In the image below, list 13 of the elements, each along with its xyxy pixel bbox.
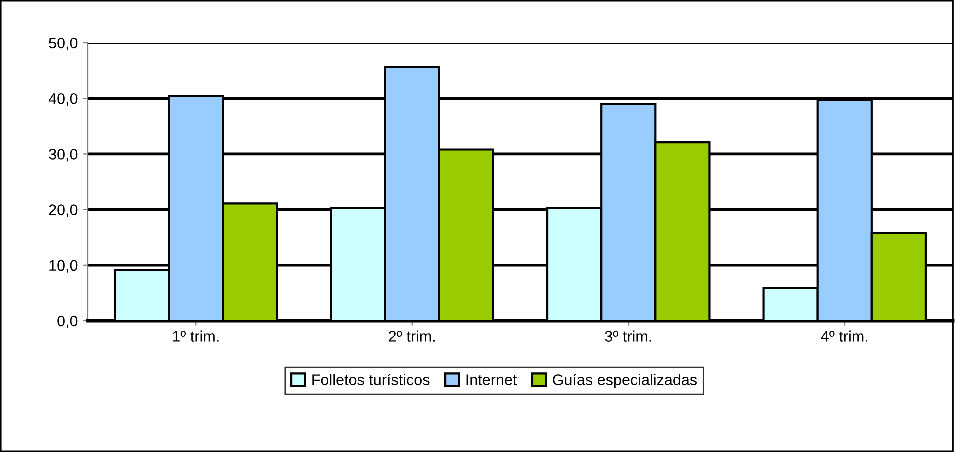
x-tick-label: 1º trim. [173, 330, 219, 342]
x-tick-label: 4º trim. [821, 330, 868, 342]
x-tick-label: 2º trim. [389, 330, 435, 342]
y-tick-label: 30,0 [49, 149, 78, 162]
y-tick-label: 10,0 [50, 260, 78, 273]
legend-label: Folletos turísticos [312, 374, 430, 386]
legend-label: Internet [466, 374, 518, 386]
y-tick-label: 20,0 [49, 204, 78, 218]
y-tick-label: 40,0 [48, 93, 78, 106]
y-tick-label: 50,0 [49, 38, 78, 50]
y-tick-label: 0,0 [58, 316, 78, 328]
x-tick-label: 3º trim. [605, 330, 652, 342]
legend-label: Guías especializadas [553, 374, 698, 388]
